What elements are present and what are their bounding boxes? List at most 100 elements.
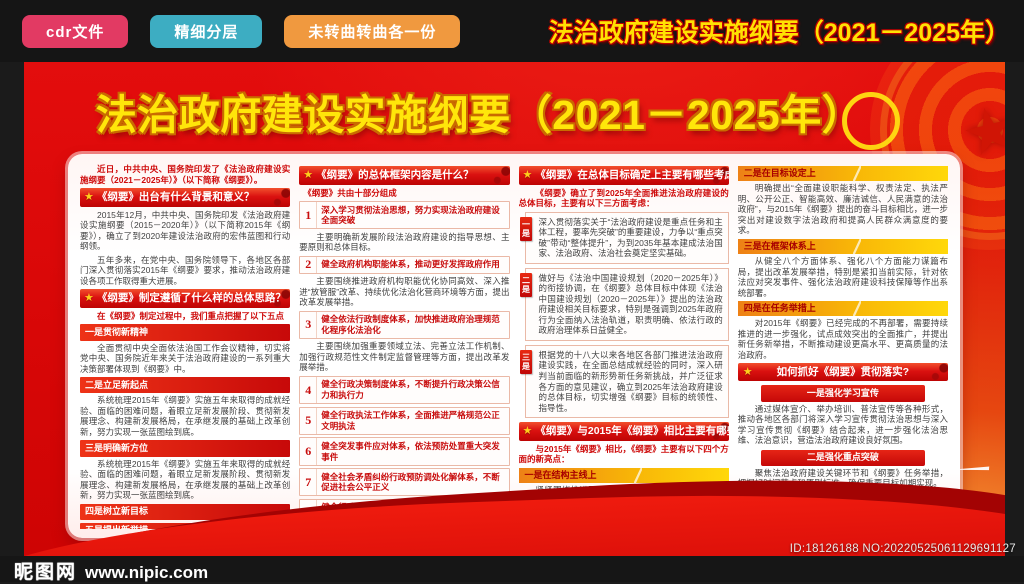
question-header-framework: ★ 《纲要》的总体框架内容是什么？ (299, 166, 509, 185)
paragraph: 五年多来，在党中央、国务院领导下，各地区各部门深入贯彻落实2015年《纲要》要求… (80, 254, 291, 286)
question-header-label: 《纲要》出台有什么背景和意义？ (96, 190, 255, 203)
question-header-label: 《纲要》的总体框架内容是什么？ (316, 168, 474, 181)
item-number: 6 (300, 438, 318, 465)
consideration-text: 根据党的十八大以来各地区各部门推进法治政府建设实践，在全面总结成就经验的同时，深… (538, 349, 723, 413)
consideration-text: 深入贯彻落实关于“法治政府建设是重点任务和主体工程，要率先突破”的重要建设，力争… (538, 216, 723, 259)
item-title: 健全社会矛盾纠纷行政预防调处化解体系，不断促进社会公平正义 (321, 471, 500, 493)
yellow-ring-decoration (842, 92, 900, 150)
lead-text: 与2015年《纲要》相比，《纲要》主要有以下四个方面的新亮点： (518, 443, 729, 465)
lead-text: 《纲要》确立了到2025年全面推进法治政府建设的总体目标，主要有以下三方面考虑： (518, 187, 729, 209)
content-panel: 近日，中共中央、国务院印发了《法治政府建设实施纲要（2021－2025年）》（以… (68, 154, 960, 538)
framework-item-3: 3 健全依法行政制度体系，加快推进政府治理规范化程序化法治化 (299, 310, 510, 339)
red-star-icon: ★ (954, 90, 1005, 172)
paragraph: 紧紧围绕推进国家治理体系和治理能力现代化，明确提出深入推进依法行政，全面建设法治… (518, 484, 729, 527)
item-number: 7 (300, 469, 318, 496)
paragraph: 系统梳理2015年《纲要》实施五年来取得的成就经验、面临的困难问题，着眼立足新发… (80, 458, 291, 501)
star-icon: ★ (303, 168, 314, 181)
vertical-badge: 二是 (519, 272, 532, 297)
question-header-label: 《纲要》制定遵循了什么样的总体思路？ (96, 292, 286, 305)
paragraph: 全面贯彻中央全面依法治国工作会议精神，切实将党中央、国务院近年来关于法治政府建设… (80, 342, 291, 374)
consideration-text: 做好与《法治中国建设规划（2020－2025年）》的衔接协调，在《纲要》总体目标… (538, 272, 723, 336)
paragraph: 明确提出“全面建设职能科学、权责法定、执法严明、公开公正、智能高效、廉洁诚信、人… (737, 183, 948, 236)
item-number: 8 (300, 499, 318, 527)
framework-item-4: 4 健全行政决策制度体系，不断提升行政决策公信力和执行力 (299, 375, 510, 405)
star-icon: ★ (84, 190, 94, 203)
poster-main-title: 法治政府建设实施纲要（2021－2025年） (95, 92, 864, 138)
point-bar-5: 五是提出新举措 (80, 522, 291, 529)
point-bar-2: 二是立足新起点 (80, 377, 291, 394)
paragraph: 聚焦法治政府建设关键环节和《纲要》任务举措，把握好时间节点和原则标准，确保重要目… (737, 467, 948, 489)
question-header-implementation: ★ 如何抓好《纲要》贯彻落实? (738, 363, 948, 381)
lead-text: 《纲要》共由十部分组成 (303, 187, 397, 198)
question-header-label: 《纲要》与2015年《纲要》相比主要有哪些新亮点? (535, 424, 728, 437)
item-title: 健全突发事件应对体系，依法预防处置重大突发事件 (321, 440, 500, 462)
poster-canvas: ★ 法治政府建设实施纲要（2021－2025年） 近日，中共中央、国务院印发了《… (24, 62, 1005, 556)
top-bar-title: 法治政府建设实施纲要（2021－2025年） (548, 19, 1010, 47)
consideration-box-1: 一是 深入贯彻落实关于“法治政府建设是重点任务和主体工程，要率先突破”的重要建设… (519, 211, 729, 264)
column-framework: ★ 《纲要》的总体框架内容是什么？ 《纲要》共由十部分组成 1 深入学习贯彻法治… (299, 163, 510, 529)
question-header-highlights: ★ 《纲要》与2015年《纲要》相比主要有哪些新亮点? (519, 422, 729, 441)
highlight-bar-3: 三是在框架体系上 (737, 238, 948, 255)
question-header-label: 《纲要》在总体目标确定上主要有哪些考虑? (535, 168, 729, 181)
star-icon: ★ (84, 291, 94, 304)
badge-fine-layers: 精细分层 (150, 14, 263, 48)
item-number: 1 (300, 202, 318, 229)
paragraph: 主要围绕加强重要领域立法、完善立法工作机制、加强行政规范性文件制定监督管理等方面… (299, 341, 510, 373)
item-title: 健全行政执法工作体系，全面推进严格规范公正文明执法 (321, 410, 500, 431)
point-bar-4: 四是树立新目标 (80, 503, 291, 520)
framework-item-5: 5 健全行政执法工作体系，全面推进严格规范公正文明执法 (299, 406, 510, 435)
point-bar-3: 三是明确新方位 (80, 440, 291, 457)
consideration-box-2: 二是 做好与《法治中国建设规划（2020－2025年）》的衔接协调，在《纲要》总… (519, 267, 729, 341)
top-info-bar: cdr文件 精细分层 未转曲转曲各一份 法治政府建设实施纲要（2021－2025… (0, 0, 1024, 62)
intro-paragraph: 近日，中共中央、国务院印发了《法治政府建设实施纲要（2021－2025年）》（以… (80, 164, 291, 185)
item-title: 健全行政决策制度体系，不断提升行政决策公信力和执行力 (321, 379, 500, 401)
measure-pill-1: 一是强化学习宣传 (760, 385, 925, 402)
question-header-background: ★ 《纲要》出台有什么背景和意义？ (80, 188, 290, 207)
site-url: www.nipic.com (85, 563, 209, 582)
paragraph: 通过媒体宣介、举办培训、普法宣传等各种形式，推动各地区各部门将深入学习宣传贯彻法… (737, 403, 948, 446)
star-icon: ★ (742, 365, 753, 378)
highlight-bar-4: 四是在任务举措上 (737, 301, 948, 317)
paragraph: 系统梳理2015年《纲要》实施五年来取得的成就经验、面临的困难问题，着眼立足新发… (80, 395, 291, 437)
star-icon: ★ (522, 424, 533, 437)
framework-item-8: 8 健全行政权力制约和监督体系，促进行政权力规范透明运行 (299, 498, 510, 528)
point-bar-1: 一是贯彻新精神 (80, 324, 291, 341)
paragraph: 建立健全重点任务协调推进机制，有效实现部门协同推进。 (737, 511, 948, 529)
item-number: 4 (300, 376, 318, 404)
item-number: 5 (300, 407, 318, 434)
vertical-badge: 三是 (519, 349, 532, 374)
measure-pill-3: 三是强化统筹协调 (760, 492, 925, 510)
item-number: 2 (300, 256, 318, 273)
column-background-meaning: 近日，中共中央、国务院印发了《法治政府建设实施纲要（2021－2025年）》（以… (80, 163, 291, 529)
measure-pill-2: 二是强化重点突破 (760, 449, 925, 466)
framework-item-1: 1 深入学习贯彻法治思想，努力实现法治政府建设全面突破 (299, 201, 510, 230)
column-goals: ★ 《纲要》在总体目标确定上主要有哪些考虑? 《纲要》确立了到2025年全面推进… (518, 163, 729, 529)
site-watermark: 昵图网 www.nipic.com (14, 557, 208, 584)
item-title: 深入学习贯彻法治思想，努力实现法治政府建设全面突破 (321, 204, 500, 226)
question-header-label: 如何抓好《纲要》贯彻落实? (776, 365, 910, 378)
consideration-box-3: 三是 根据党的十八大以来各地区各部门推进法治政府建设实践，在全面总结成就经验的同… (519, 344, 729, 419)
item-title: 健全政府机构职能体系，推动更好发挥政府作用 (321, 259, 500, 270)
question-header-goals: ★ 《纲要》在总体目标确定上主要有哪些考虑? (519, 166, 729, 185)
badge-cdr-file: cdr文件 (22, 14, 129, 48)
highlight-bar-1: 一是在结构主线上 (518, 467, 729, 484)
framework-item-7: 7 健全社会矛盾纠纷行政预防调处化解体系，不断促进社会公平正义 (299, 468, 510, 497)
item-title: 健全行政权力制约和监督体系，促进行政权力规范透明运行 (321, 502, 500, 524)
watermark-bar: 昵图网 www.nipic.com ID:18126188 NO:2022052… (0, 543, 1024, 584)
paragraph: 对2015年《纲要》已经完成的不再部署，需要持续推进的进一步强化，试点成效突出的… (737, 318, 948, 360)
image-id-text: ID:18126188 NO:20220525061129691127 (789, 543, 1016, 555)
paragraph: 主要围绕推进政府机构职能优化协同高效、深入推进“放管服”改革、持续优化法治化营商… (299, 276, 510, 308)
paragraph: 主要明确新发展阶段法治政府建设的指导思想、主要原则和总体目标。 (299, 231, 510, 253)
framework-item-2: 2 健全政府机构职能体系，推动更好发挥政府作用 (299, 255, 510, 274)
lead-text: 在《纲要》制定过程中，我们重点把握了以下五点 (97, 310, 285, 321)
badge-outline-copies: 未转曲转曲各一份 (284, 14, 461, 48)
nipic-logo: 昵图网 (14, 562, 78, 583)
item-number: 3 (300, 311, 318, 338)
paragraph: 从健全八个方面体系、强化八个方面能力谋篇布局，提出改革发展举措，特别是紧扣当前实… (737, 255, 948, 298)
vertical-badge: 一是 (519, 216, 532, 241)
column-implementation: 二是在目标设定上 明确提出“全面建设职能科学、权责法定、执法严明、公开公正、智能… (737, 163, 948, 529)
question-header-approach: ★ 《纲要》制定遵循了什么样的总体思路？ (80, 289, 290, 308)
star-icon: ★ (522, 168, 533, 181)
highlight-bar-2: 二是在目标设定上 (737, 166, 948, 182)
item-title: 健全依法行政制度体系，加快推进政府治理规范化程序化法治化 (321, 314, 500, 335)
